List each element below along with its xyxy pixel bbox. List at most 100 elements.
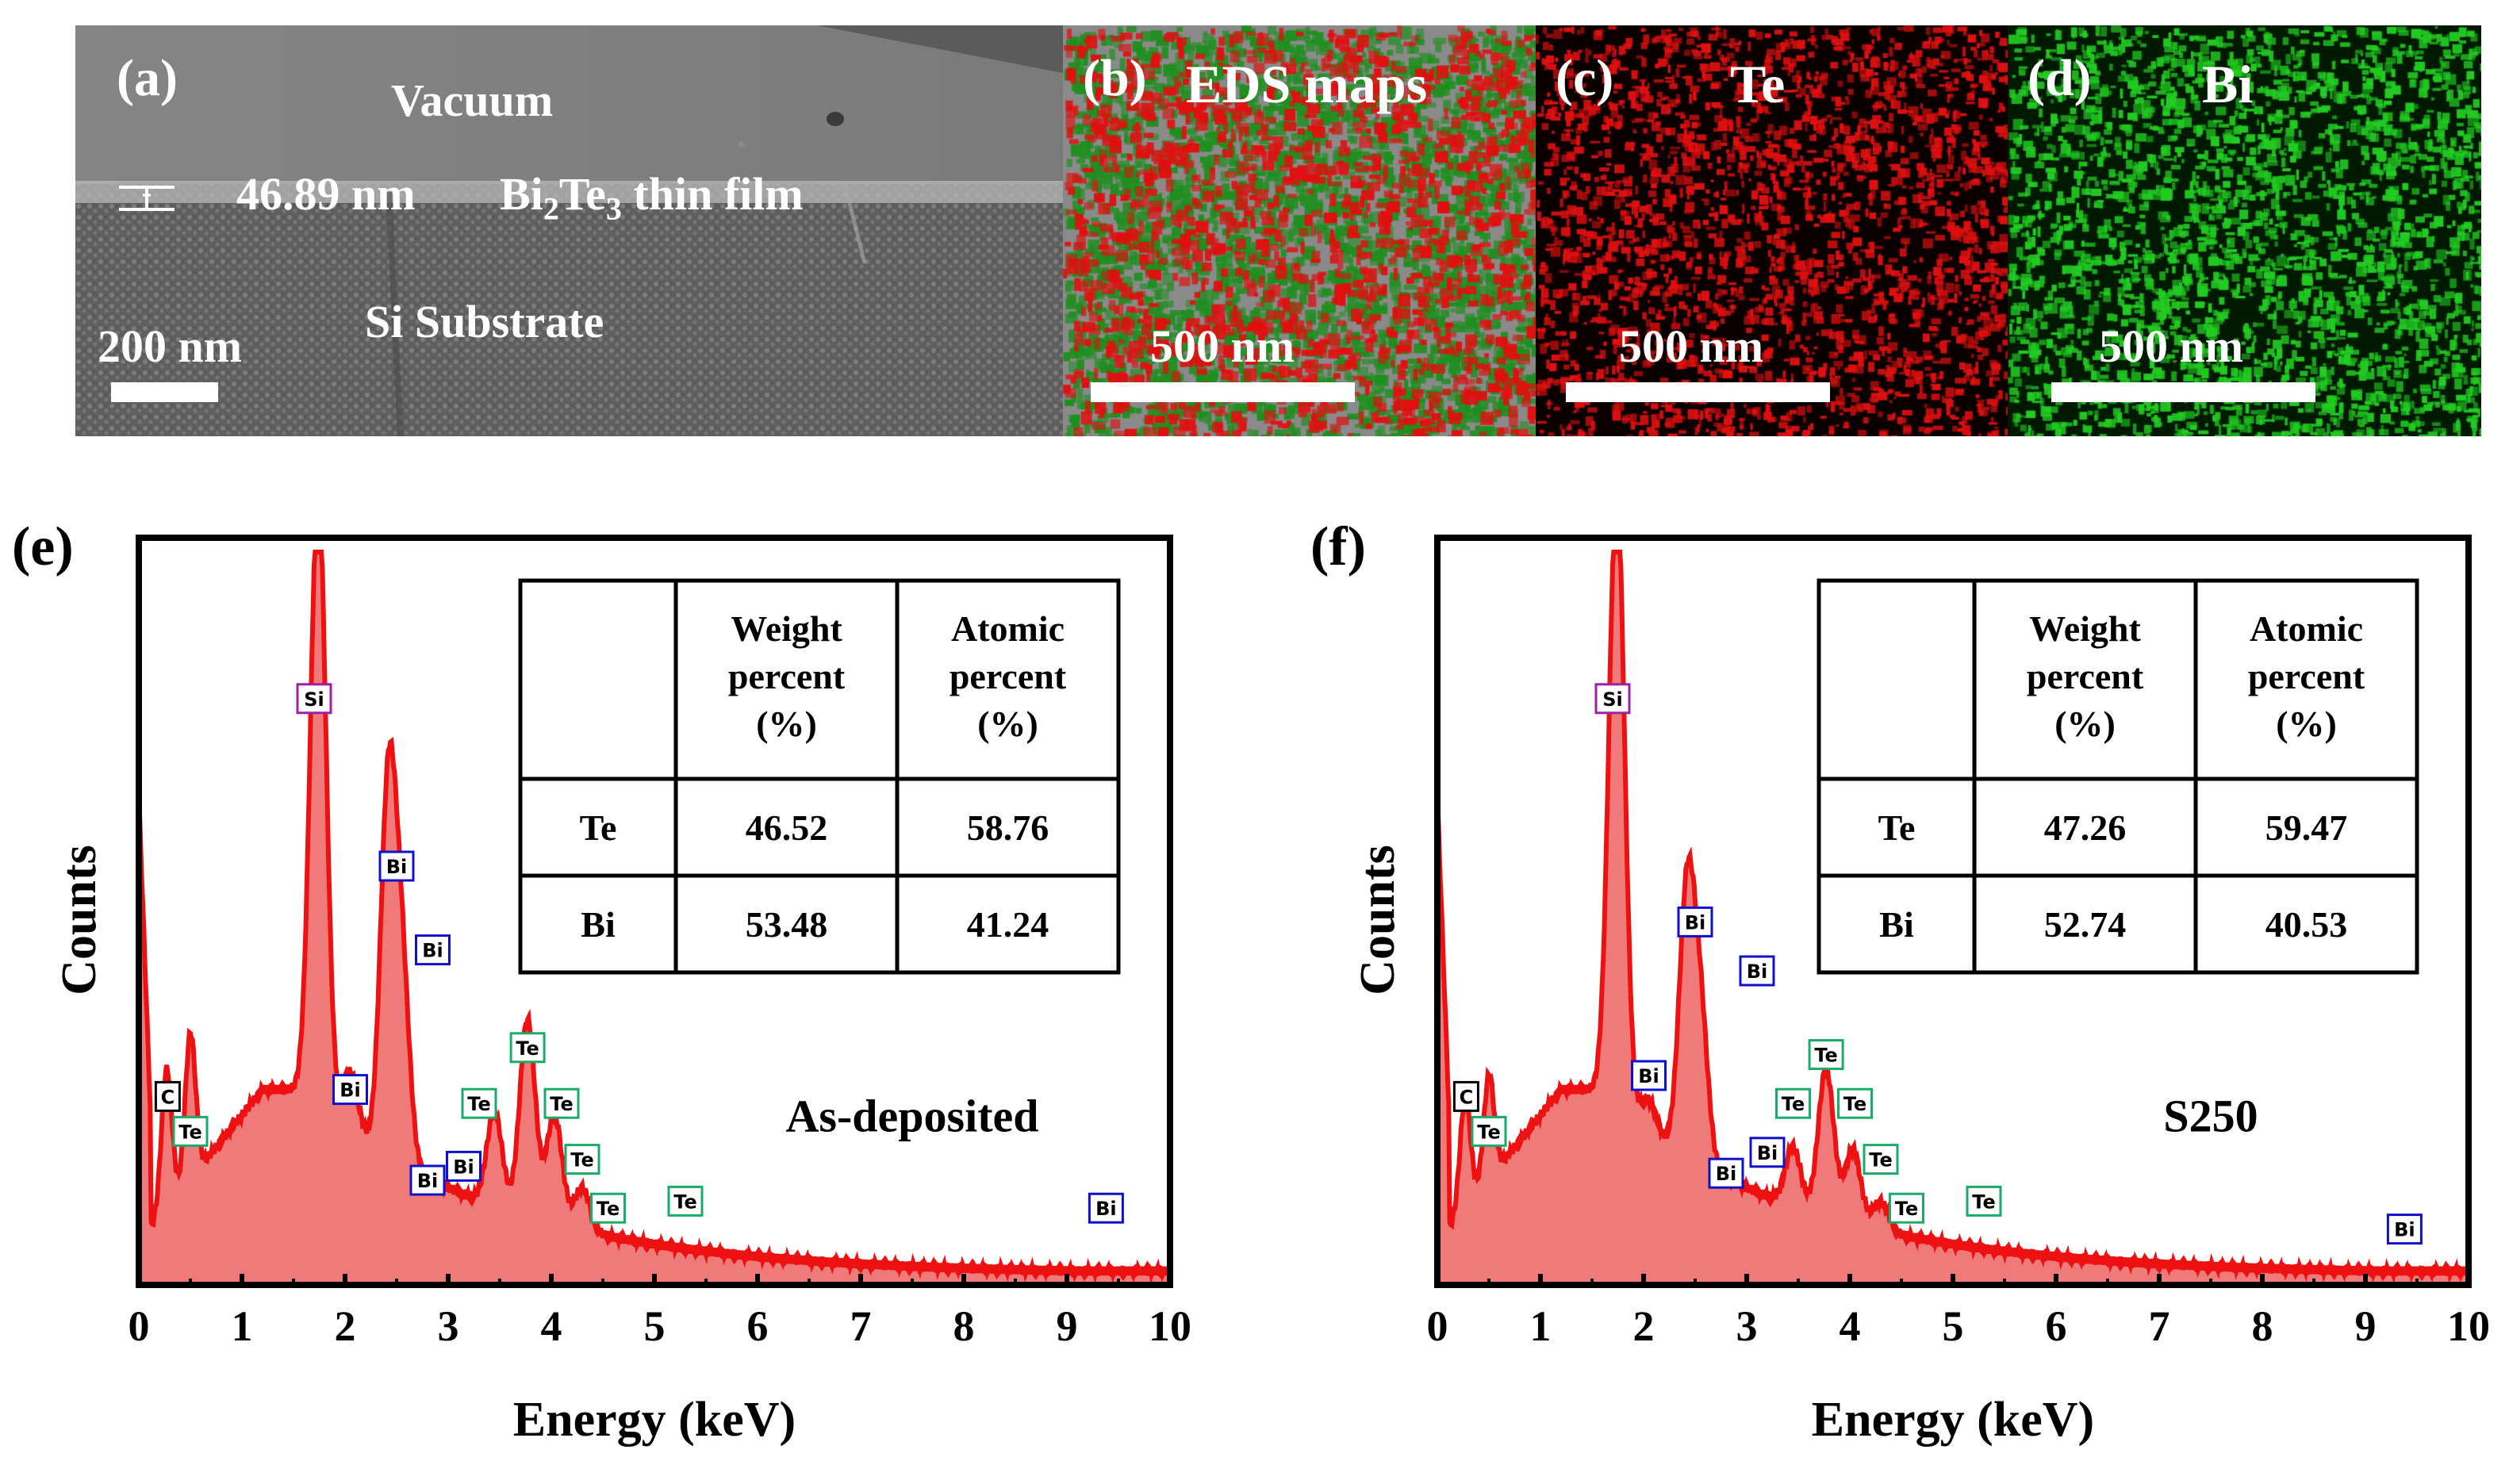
peak-label-te: Te (1814, 1045, 1837, 1067)
peak-label-box (446, 1150, 481, 1182)
x-tick-label: 5 (1943, 1302, 1964, 1350)
table-cell (518, 777, 678, 878)
table-cell (1817, 777, 1977, 878)
table-header-text: percent (2248, 656, 2365, 696)
peak-label-box (2386, 1214, 2423, 1245)
peak-label-bi: Bi (340, 1079, 361, 1102)
peak-label-box (509, 1032, 546, 1064)
peak-label-te: Te (570, 1149, 593, 1171)
peak-label-box (172, 1115, 209, 1147)
peak-label-bi: Bi (417, 1170, 439, 1192)
peak-label-box (564, 1144, 600, 1175)
bi-map-panel: (d) Bi 500 nm (2008, 25, 2481, 436)
peak-label-bi: Bi (422, 940, 443, 962)
x-tick-label: 9 (1057, 1302, 1078, 1350)
peak-label-box (1452, 1080, 1479, 1112)
panel-label-a: (a) (117, 49, 178, 107)
x-tick-label: 6 (2046, 1302, 2067, 1350)
peak-label-bi: Bi (1685, 911, 1706, 934)
table-header-text: percent (950, 656, 1067, 696)
peak-label-box (1837, 1087, 1873, 1119)
peak-label-box (1471, 1115, 1507, 1147)
table-cell (895, 873, 1121, 975)
scale-label-b: 500 nm (1150, 320, 1295, 372)
peak-label-box (1739, 955, 1775, 987)
x-tick-label: 3 (438, 1302, 459, 1350)
peak-label-box (1749, 1137, 1786, 1168)
thickness-marker-icon (119, 186, 175, 211)
sem-image (75, 25, 1063, 436)
table-header-text: Atomic (2250, 608, 2363, 649)
x-tick-label: 8 (953, 1302, 975, 1350)
peak-label-box (543, 1087, 580, 1119)
x-tick-label: 10 (1149, 1302, 1191, 1350)
table-cell-value: 58.76 (967, 807, 1049, 848)
table-header-text: percent (728, 656, 846, 696)
peak-label-box (1889, 1192, 1924, 1224)
table-cell (518, 578, 678, 781)
table-cell (1972, 777, 2198, 878)
spectrum-area (139, 552, 1170, 1285)
panel-label-b: (b) (1083, 49, 1147, 107)
x-tick-label: 1 (232, 1302, 253, 1350)
table-cell (1817, 578, 1977, 781)
table-header-text: Weight (731, 608, 842, 649)
peak-label-te: Te (178, 1121, 201, 1143)
table-header-text: (%) (2276, 704, 2337, 744)
peak-label-box (1631, 1060, 1667, 1091)
peak-label-box (1677, 906, 1713, 938)
peak-label-box (1808, 1039, 1844, 1071)
peak-label-box (1088, 1192, 1124, 1224)
x-tick-label: 7 (2149, 1302, 2170, 1350)
table-cell (1972, 578, 2198, 781)
panel-label-c: (c) (1556, 49, 1614, 107)
table-row-element: Te (580, 807, 617, 848)
thickness-label: 46.89 nm (236, 168, 416, 220)
peak-label-te: Te (1895, 1198, 1918, 1220)
x-tick-label: 1 (1530, 1302, 1552, 1350)
table-cell (2193, 777, 2419, 878)
peak-label-box (332, 1074, 368, 1106)
panel-label-d: (d) (2028, 49, 2092, 107)
film-label: Bi2Te3 thin film (500, 168, 804, 227)
spectrum-area (1437, 552, 2469, 1285)
te-map-title: Te (1730, 54, 1786, 114)
table-cell-value: 59.47 (2265, 807, 2348, 848)
table-row-element: Te (1878, 807, 1916, 848)
table-cell-value: 40.53 (2265, 904, 2348, 945)
scale-label-c: 500 nm (1619, 320, 1764, 372)
scale-label-a: 200 nm (98, 320, 243, 372)
x-tick-label: 3 (1736, 1302, 1758, 1350)
peak-label-box (1594, 683, 1631, 715)
te-map (1536, 25, 2008, 436)
peak-label-te: Te (550, 1093, 573, 1115)
scale-label-d: 500 nm (2099, 320, 2244, 372)
table-header-text: (%) (2054, 704, 2116, 744)
y-axis-label: Counts (1351, 845, 1405, 995)
x-axis-label: Energy (keV) (1812, 1393, 2094, 1447)
vacuum-label: Vacuum (391, 75, 554, 126)
peak-label-te: Te (467, 1093, 490, 1115)
table-header-text: percent (2027, 656, 2144, 696)
x-tick-label: 0 (1427, 1302, 1448, 1350)
eds-maps-title: EDS maps (1186, 54, 1428, 114)
sample-label: As-deposited (785, 1090, 1038, 1141)
peak-label-bi: Bi (2394, 1219, 2415, 1241)
peak-label-box (1775, 1087, 1811, 1119)
peak-label-bi: Bi (1095, 1198, 1117, 1220)
x-tick-label: 5 (644, 1302, 666, 1350)
te-map-panel: (c) Te 500 nm (1536, 25, 2008, 436)
scale-bar-c (1566, 382, 1830, 402)
panel-label: (f) (1310, 516, 1366, 577)
x-axis-label: Energy (keV) (513, 1393, 796, 1447)
peak-label-box (415, 934, 451, 966)
x-tick-label: 7 (850, 1302, 872, 1350)
table-cell-value: 47.26 (2044, 807, 2127, 848)
peak-label-box (409, 1164, 446, 1196)
peak-label-box (461, 1087, 497, 1119)
peak-label-bi: Bi (386, 856, 408, 878)
table-header-text: Atomic (951, 608, 1065, 649)
x-tick-label: 6 (747, 1302, 769, 1350)
peak-label-bi: Bi (1716, 1163, 1737, 1185)
x-tick-label: 10 (2447, 1302, 2490, 1350)
